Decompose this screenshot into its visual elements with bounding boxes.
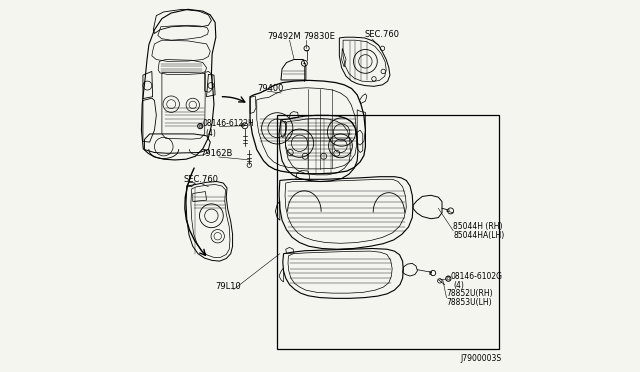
Text: 79162B: 79162B [200,149,232,158]
Text: 08146-6102G: 08146-6102G [451,272,503,281]
Text: B: B [198,124,202,129]
Text: B: B [241,123,244,128]
Text: (4): (4) [206,129,217,138]
Text: SEC.760: SEC.760 [365,30,399,39]
Text: 08146-6122H: 08146-6122H [203,119,255,128]
Text: (4): (4) [453,281,464,290]
Circle shape [447,208,454,214]
Text: 78852U(RH): 78852U(RH) [447,289,493,298]
Text: 79L10: 79L10 [215,282,241,291]
Text: B: B [429,270,432,276]
Text: J7900003S: J7900003S [460,354,502,363]
Text: 79830E: 79830E [303,32,335,41]
Text: 85044H (RH): 85044H (RH) [453,222,502,231]
Text: 79400: 79400 [257,84,284,93]
Text: B: B [447,276,450,281]
Text: SEC.760: SEC.760 [183,175,218,184]
Text: 79492M: 79492M [267,32,301,41]
Circle shape [242,123,248,129]
Circle shape [431,270,436,276]
Text: 85044HA(LH): 85044HA(LH) [453,231,504,240]
Text: 78853U(LH): 78853U(LH) [447,298,492,307]
Bar [277,115,499,349]
